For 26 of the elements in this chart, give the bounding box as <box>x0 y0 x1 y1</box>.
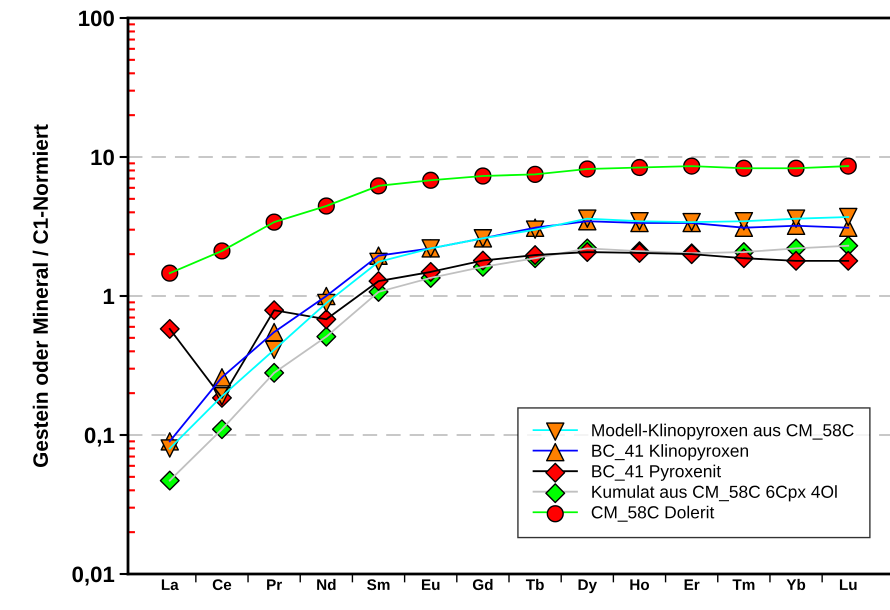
x-tick-label: Eu <box>422 579 440 590</box>
x-tick-label: Tb <box>526 578 544 590</box>
legend-label: CM_58C Dolerit <box>592 506 714 522</box>
x-tick-label: Gd <box>472 578 493 590</box>
legend-label: Kumulat aus CM_58C 6Cpx 4Ol <box>592 485 837 502</box>
y-tick-label: 100 <box>79 10 114 26</box>
x-tick-label: Ho <box>630 579 650 590</box>
x-tick-label: La <box>162 579 179 590</box>
y-tick-label: 0,1 <box>84 428 114 446</box>
x-tick-label: Er <box>684 579 700 590</box>
legend-label: Modell-Klinopyroxen aus CM_58C <box>592 424 854 440</box>
x-tick-label: Dy <box>578 579 597 594</box>
x-tick-label: Sm <box>367 579 390 590</box>
x-tick-label: Pr <box>267 579 282 590</box>
x-tick-label: Lu <box>840 579 857 590</box>
legend-label: BC_41 Klinopyroxen <box>592 444 748 460</box>
legend-label: BC_41 Pyroxenit <box>592 464 721 481</box>
y-tick-label: 10 <box>91 150 114 166</box>
point <box>838 208 858 226</box>
x-tick-label: Ce <box>212 579 232 590</box>
y-tick-label: 1 <box>104 288 114 304</box>
x-tick-label: Yb <box>786 578 806 590</box>
y-tick-label: 0,01 <box>72 566 114 586</box>
x-tick-label: Nd <box>317 578 336 590</box>
x-tick-label: Tm <box>732 579 754 590</box>
y-axis-title: Gestein oder Mineral / C1-Normiert <box>32 124 48 468</box>
